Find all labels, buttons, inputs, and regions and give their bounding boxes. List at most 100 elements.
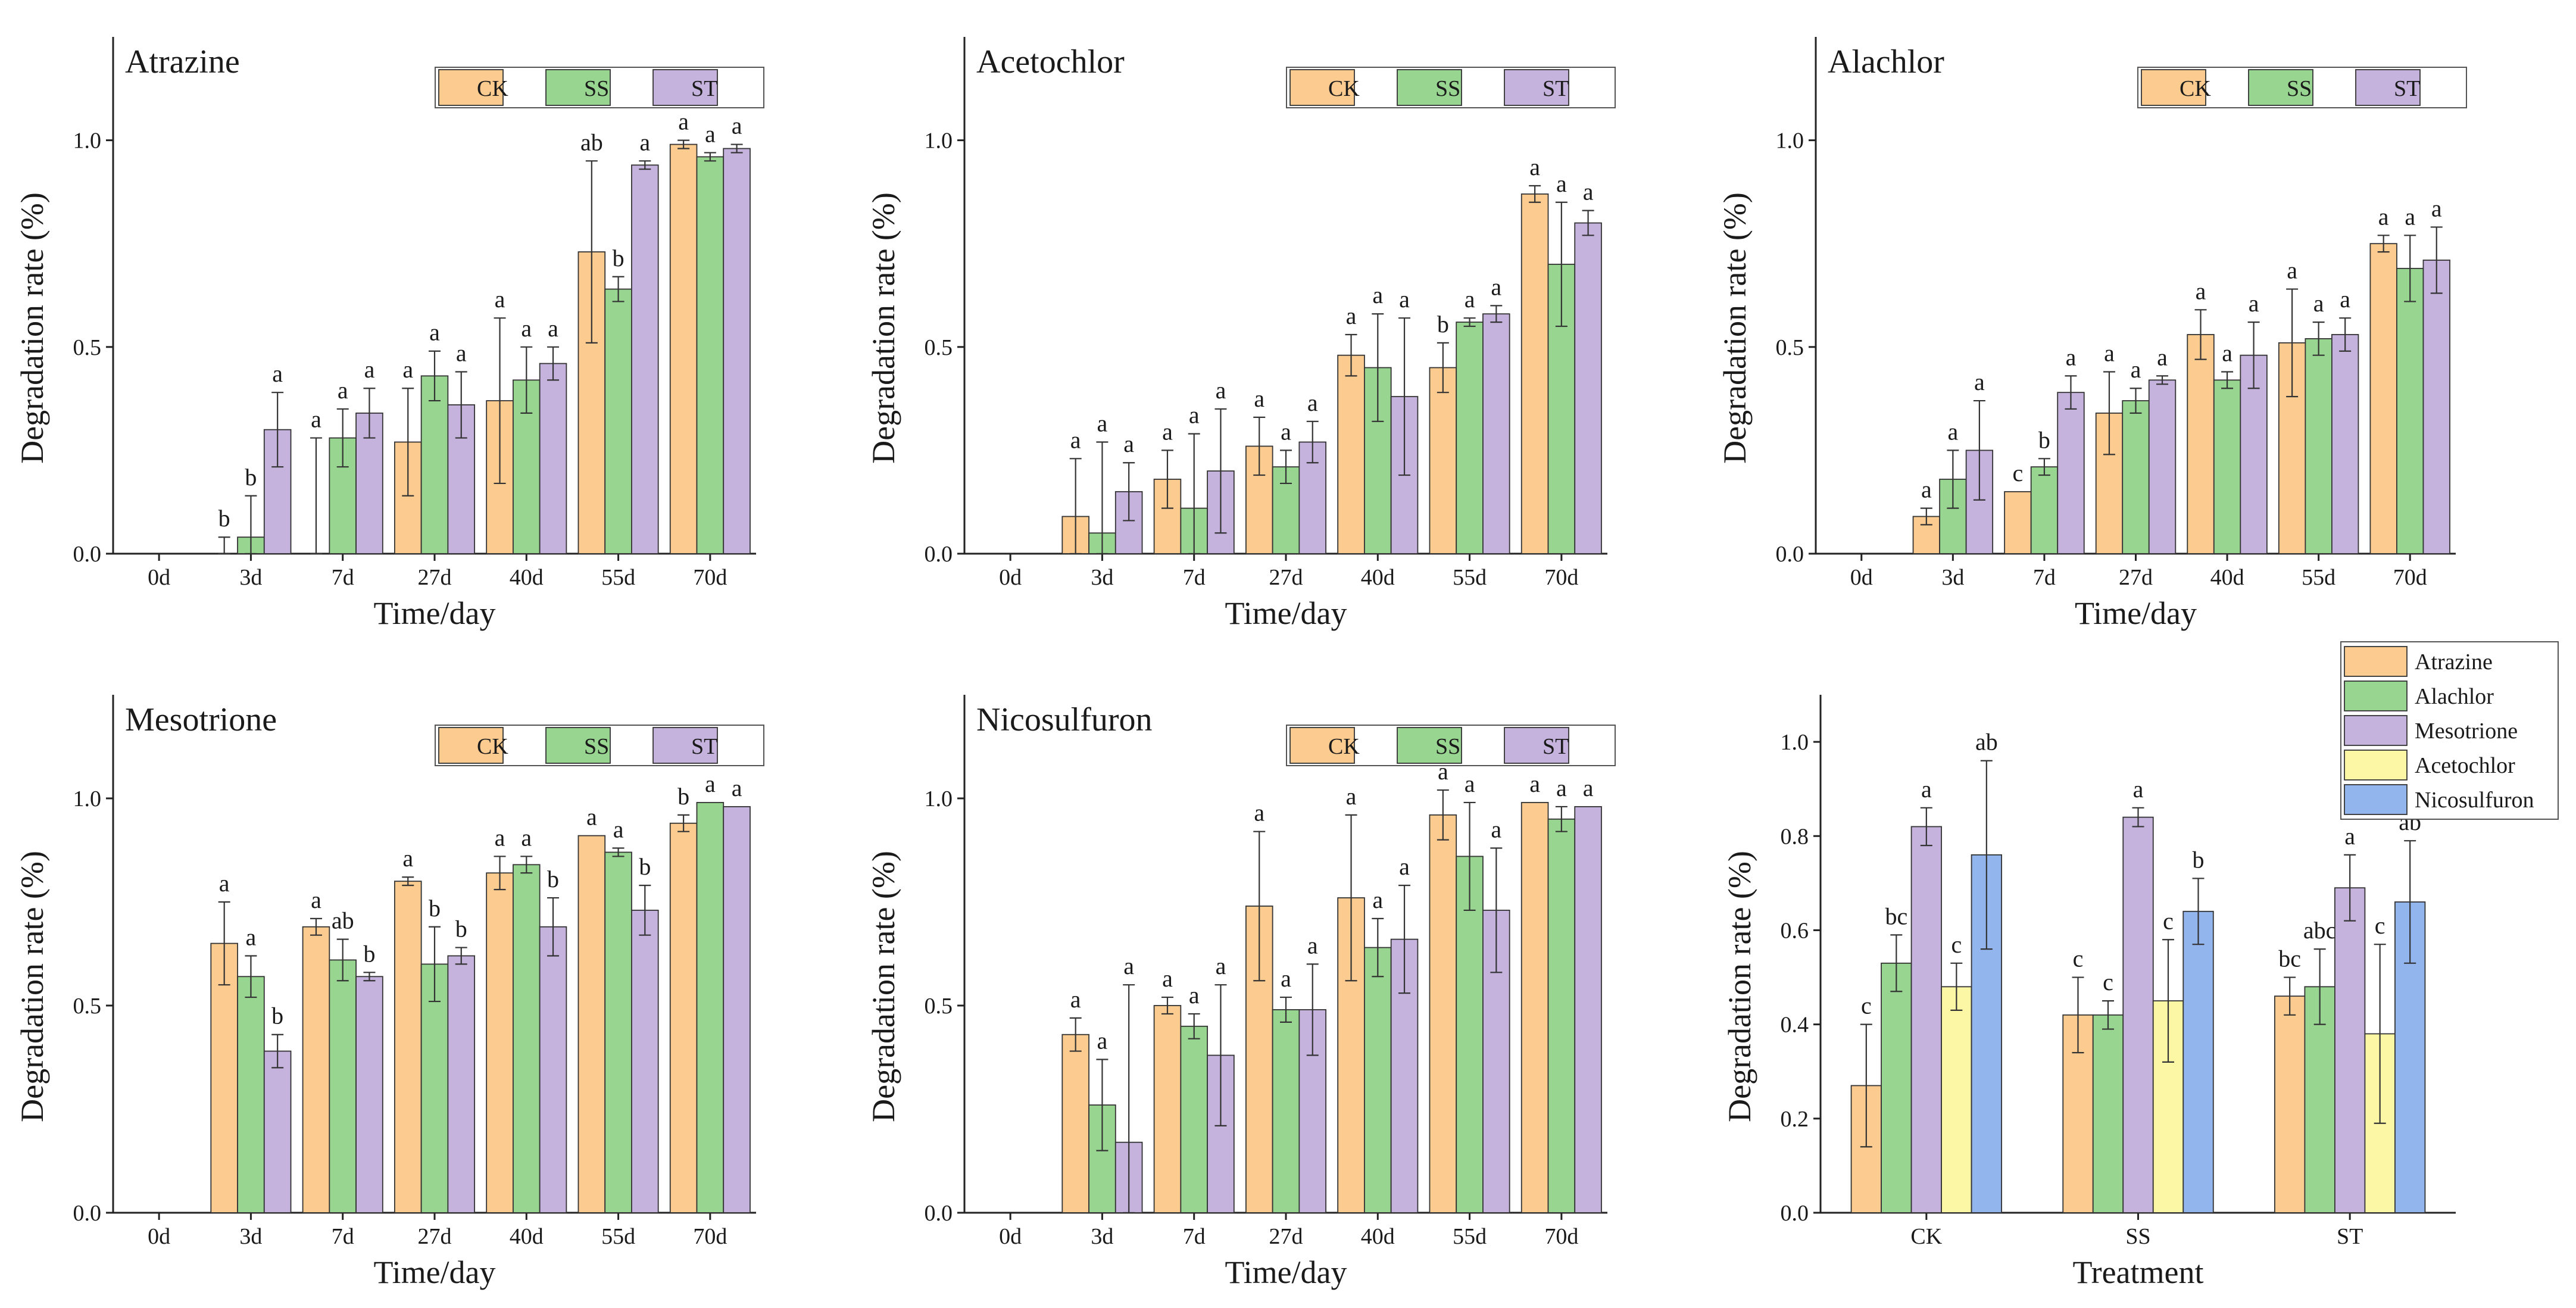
- significance-letter: a: [1189, 402, 1200, 429]
- significance-letter: a: [1529, 770, 1540, 797]
- x-tick-label: 7d: [332, 565, 354, 590]
- significance-letter: ab: [332, 907, 354, 934]
- x-tick-label: 27d: [1269, 565, 1303, 590]
- significance-letter: a: [1307, 389, 1318, 416]
- legend-label: CK: [477, 734, 508, 759]
- x-tick-label: CK: [1910, 1224, 1942, 1249]
- legend-swatch-st: [652, 727, 718, 764]
- legend: CK SS ST: [2137, 67, 2467, 108]
- significance-letter: a: [586, 804, 597, 831]
- significance-letter: a: [1216, 377, 1226, 404]
- x-tick-label: 3d: [239, 1224, 262, 1249]
- bar-ss-7d: [1180, 1025, 1208, 1213]
- significance-letter: b: [218, 505, 230, 532]
- bar-ss-55d: [604, 288, 632, 554]
- significance-letter: a: [2131, 356, 2141, 383]
- significance-letter: a: [364, 356, 375, 383]
- significance-letter: c: [2073, 945, 2084, 972]
- significance-letter: a: [1070, 986, 1081, 1013]
- bar-ck-70d: [2369, 243, 2397, 554]
- legend-swatch-ss: [1397, 69, 1462, 106]
- bar-ck-40d: [2187, 334, 2215, 554]
- significance-letter: a: [1346, 783, 1357, 810]
- x-tick-label: 40d: [2210, 565, 2244, 590]
- y-tick-label: 1.0: [925, 786, 953, 811]
- significance-letter: c: [2103, 969, 2113, 995]
- x-tick-label: 0d: [999, 1224, 1022, 1249]
- y-tick-label: 0.6: [1781, 918, 1809, 943]
- significance-letter: a: [2431, 195, 2442, 221]
- legend-swatch-st: [652, 69, 718, 106]
- significance-letter: a: [2287, 257, 2297, 284]
- legend-swatch-alachlor: [2344, 680, 2408, 711]
- bar-st-55d: [631, 164, 659, 554]
- y-axis-label: Degradation rate (%): [1717, 192, 1753, 464]
- legend-swatch-st: [1504, 69, 1569, 106]
- significance-letter: a: [1123, 953, 1134, 979]
- bar-st-55d: [1482, 313, 1510, 554]
- bar-st-70d: [1574, 806, 1602, 1213]
- bar-ck-7d: [1153, 1005, 1182, 1213]
- significance-letter: a: [2344, 823, 2355, 850]
- significance-letter: a: [311, 406, 321, 433]
- x-tick-label: 7d: [1183, 1224, 1206, 1249]
- significance-letter: a: [2104, 339, 2115, 366]
- significance-letter: a: [1583, 179, 1594, 205]
- x-tick-label: 27d: [1269, 1224, 1303, 1249]
- significance-letter: a: [311, 886, 321, 913]
- bar-ss-7d: [2030, 466, 2059, 554]
- significance-letter: c: [1861, 992, 1872, 1019]
- bar-ck-40d: [486, 872, 514, 1213]
- bar-ck-70d: [1520, 802, 1549, 1213]
- significance-letter: a: [1070, 426, 1081, 453]
- legend-swatch-mesotrione: [2344, 715, 2408, 746]
- bar-st-27d: [447, 955, 476, 1213]
- significance-letter: a: [1921, 776, 1932, 803]
- panel-title: Mesotrione: [125, 701, 277, 738]
- x-tick-label: 3d: [1941, 565, 1964, 590]
- significance-letter: a: [2378, 203, 2389, 230]
- significance-letter: b: [429, 895, 441, 922]
- legend-swatch-ck: [438, 69, 504, 106]
- significance-letter: bc: [2278, 945, 2301, 972]
- significance-letter: c: [2163, 907, 2174, 934]
- x-tick-label: 55d: [2302, 565, 2335, 590]
- y-tick-label: 1.0: [73, 786, 102, 811]
- significance-letter: bc: [1885, 903, 1907, 929]
- y-tick-label: 0.0: [925, 1201, 953, 1226]
- bar-ss-27d: [2122, 400, 2150, 554]
- significance-letter: b: [547, 866, 559, 892]
- x-tick-label: 7d: [332, 1224, 354, 1249]
- bar-ss-7d: [329, 959, 357, 1213]
- bar-ck-3d: [1061, 1034, 1089, 1213]
- x-tick-label: 55d: [1453, 565, 1487, 590]
- significance-letter: c: [2013, 460, 2024, 486]
- x-tick-label: 3d: [1091, 565, 1113, 590]
- x-tick-label: 40d: [510, 565, 544, 590]
- significance-letter: a: [705, 120, 716, 147]
- x-axis-label: Time/day: [1225, 1254, 1347, 1290]
- bar-st-3d: [263, 1050, 292, 1213]
- x-tick-label: 7d: [1183, 565, 1206, 590]
- bar-ss-40d: [1364, 947, 1392, 1213]
- significance-letter: b: [677, 783, 689, 810]
- significance-letter: a: [219, 870, 230, 897]
- significance-letter: a: [1399, 286, 1410, 313]
- significance-letter: a: [1465, 286, 1475, 313]
- x-tick-label: 70d: [2393, 565, 2427, 590]
- legend-label: ST: [691, 76, 717, 101]
- significance-letter: a: [1162, 965, 1173, 992]
- legend-swatch-ck: [438, 727, 504, 764]
- significance-letter: a: [613, 816, 624, 843]
- significance-letter: a: [705, 770, 716, 797]
- bar-st-40d: [539, 926, 567, 1213]
- bar-ck-27d: [394, 881, 422, 1213]
- significance-letter: a: [1491, 816, 1501, 843]
- legend: CK SS ST: [1286, 725, 1616, 766]
- legend: CK SS ST: [435, 725, 764, 766]
- significance-letter: a: [2066, 344, 2077, 370]
- legend-swatch-acetochlor: [2344, 750, 2408, 781]
- significance-letter: c: [2375, 912, 2385, 939]
